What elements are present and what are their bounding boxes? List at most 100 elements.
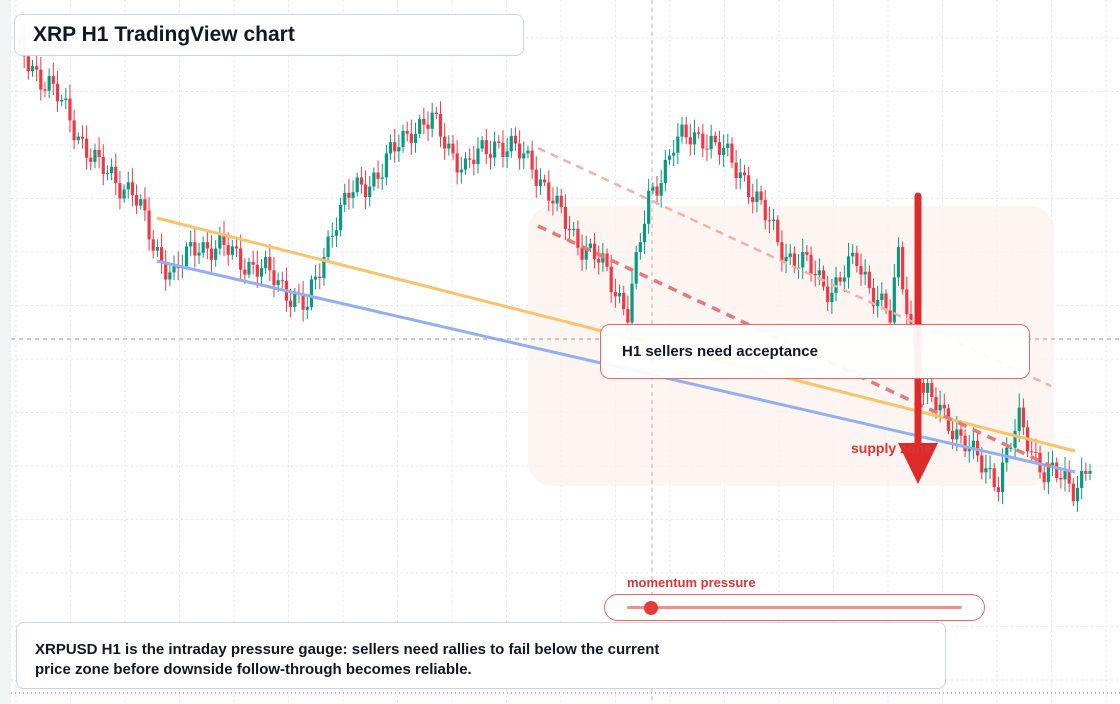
candle — [380, 164, 384, 191]
candle — [1080, 457, 1084, 500]
candle — [43, 81, 47, 98]
candle — [226, 232, 230, 266]
candle — [1042, 463, 1046, 490]
candle — [730, 137, 734, 169]
candle — [205, 229, 209, 260]
acceptance-callout-text: H1 sellers need acceptance — [622, 343, 818, 360]
candle — [143, 187, 147, 222]
candle — [497, 135, 501, 149]
candle — [172, 255, 176, 281]
candle — [842, 265, 846, 293]
candle — [134, 184, 139, 215]
candle — [1063, 456, 1067, 492]
candle — [1030, 437, 1034, 464]
candle — [68, 84, 72, 133]
candle — [651, 182, 655, 195]
candle — [459, 156, 463, 184]
candle — [676, 123, 680, 165]
candle — [47, 68, 51, 98]
candle — [746, 166, 751, 205]
candle — [201, 236, 205, 258]
candle — [1000, 448, 1005, 505]
candle — [351, 180, 355, 209]
candle — [588, 238, 592, 253]
candle — [347, 178, 351, 210]
candle — [680, 116, 684, 144]
candle — [663, 149, 667, 192]
dashed-resistance-light[interactable] — [537, 146, 1052, 388]
candle — [363, 170, 368, 210]
candles-layer — [18, 23, 1092, 512]
candle — [647, 178, 651, 234]
candle — [821, 265, 826, 291]
candle — [488, 140, 493, 170]
candle — [547, 170, 551, 212]
candle — [563, 194, 568, 241]
candle — [222, 221, 226, 257]
candle — [343, 183, 347, 212]
candle — [776, 215, 780, 246]
candle — [905, 276, 909, 325]
candle — [122, 184, 126, 203]
candle — [971, 427, 976, 460]
candle — [518, 130, 522, 170]
candle — [338, 197, 343, 237]
candle — [734, 149, 738, 190]
candle — [463, 152, 468, 175]
candle — [105, 165, 110, 181]
candle — [376, 160, 380, 189]
candle — [147, 197, 151, 251]
candle — [1017, 393, 1021, 443]
candle — [401, 124, 405, 153]
candle — [572, 221, 576, 237]
candle — [742, 164, 747, 182]
candle — [80, 125, 85, 149]
candle — [468, 148, 472, 169]
candle — [330, 222, 334, 248]
candle — [1013, 418, 1017, 458]
candle — [193, 228, 197, 268]
candle — [522, 141, 526, 169]
caption-line-1: XRPUSD H1 is the intraday pressure gauge… — [35, 641, 660, 658]
caption-line-2: price zone before downside follow-throug… — [35, 661, 472, 678]
candle — [493, 131, 497, 167]
candle — [455, 140, 459, 185]
candle — [1009, 442, 1013, 452]
candle — [334, 217, 339, 248]
candle — [64, 88, 68, 110]
candle — [159, 233, 164, 274]
dashed-resistance-bold[interactable] — [537, 224, 1052, 468]
candle — [817, 258, 821, 286]
candle — [109, 158, 114, 181]
momentum-gauge-knob[interactable] — [643, 601, 658, 615]
candle — [101, 144, 105, 186]
candle — [605, 248, 609, 272]
candle — [751, 183, 755, 214]
candle — [214, 240, 218, 267]
candle — [51, 62, 55, 96]
candle — [1050, 450, 1055, 476]
candle — [859, 253, 863, 286]
candle — [89, 148, 93, 171]
candle — [767, 206, 772, 234]
candle — [597, 245, 601, 275]
candle — [259, 259, 264, 285]
candle — [1055, 457, 1059, 483]
candle — [151, 230, 155, 259]
candle — [697, 126, 701, 139]
candle — [1071, 478, 1075, 507]
candle — [963, 429, 967, 457]
candle — [584, 235, 588, 270]
candle — [526, 145, 530, 159]
candle — [418, 114, 422, 138]
candle — [1021, 398, 1025, 436]
candle — [613, 278, 617, 308]
candle — [289, 288, 293, 318]
candle — [126, 171, 130, 199]
candle — [667, 149, 672, 165]
candle — [896, 237, 901, 286]
candle — [655, 176, 659, 205]
candle — [155, 239, 159, 257]
candle — [247, 257, 251, 279]
candle — [139, 194, 143, 210]
